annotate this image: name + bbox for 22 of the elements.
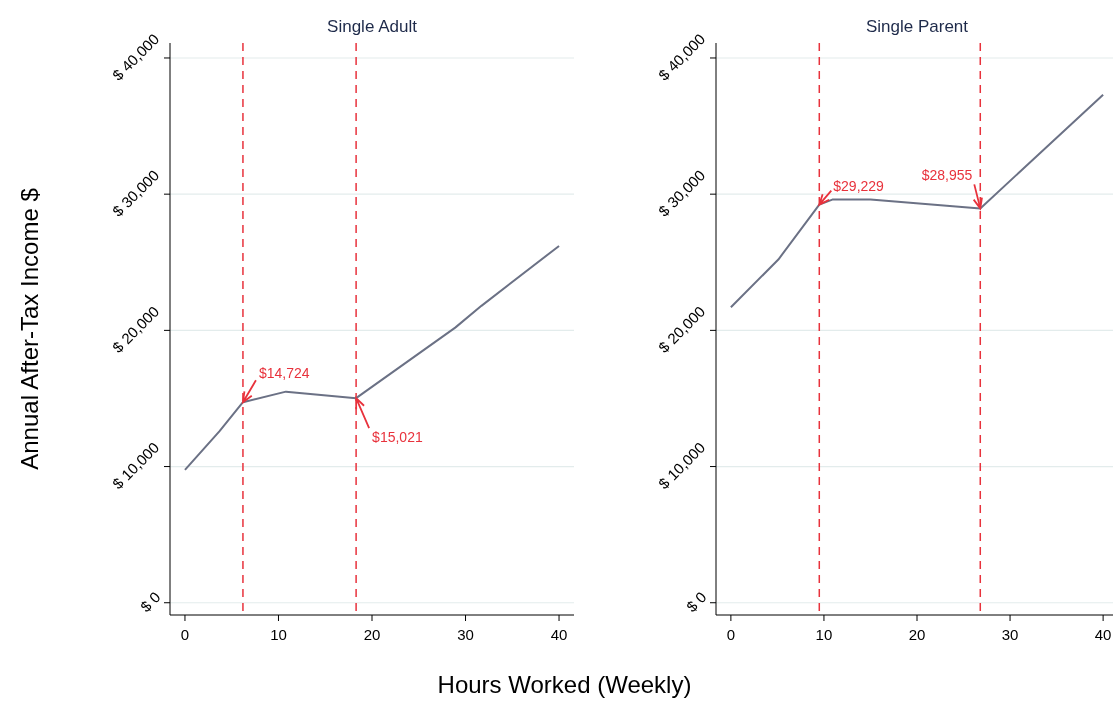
chart-title: Single Adult — [327, 17, 418, 36]
x-tick-label: 0 — [726, 626, 736, 643]
chart-title: Single Parent — [865, 17, 969, 36]
x-tick-label: 0 — [180, 626, 190, 643]
x-tick-label: 10 — [270, 626, 287, 643]
line-series — [183, 244, 561, 471]
y-tick-label: $ 0 — [136, 588, 164, 616]
x-tick-label: 30 — [457, 626, 474, 643]
annotation: $28,955 — [921, 167, 973, 184]
x-tick-label: 30 — [1001, 626, 1019, 643]
x-tick-label: 10 — [815, 626, 833, 643]
annotation: $15,021 — [372, 429, 423, 446]
y-axis-title: Annual After-Tax Income $ — [16, 188, 43, 470]
x-tick-label: 20 — [908, 626, 926, 643]
x-tick-label: 20 — [363, 626, 381, 643]
x-tick-label: 40 — [550, 626, 568, 643]
annotation: $14,724 — [258, 365, 310, 382]
line-series — [729, 93, 1105, 309]
x-axis-title: Hours Worked (Weekly) — [437, 671, 692, 698]
x-tick-label: 40 — [1094, 626, 1112, 643]
y-tick-label: $ 0 — [682, 588, 710, 616]
annotation: $29,229 — [833, 177, 885, 194]
